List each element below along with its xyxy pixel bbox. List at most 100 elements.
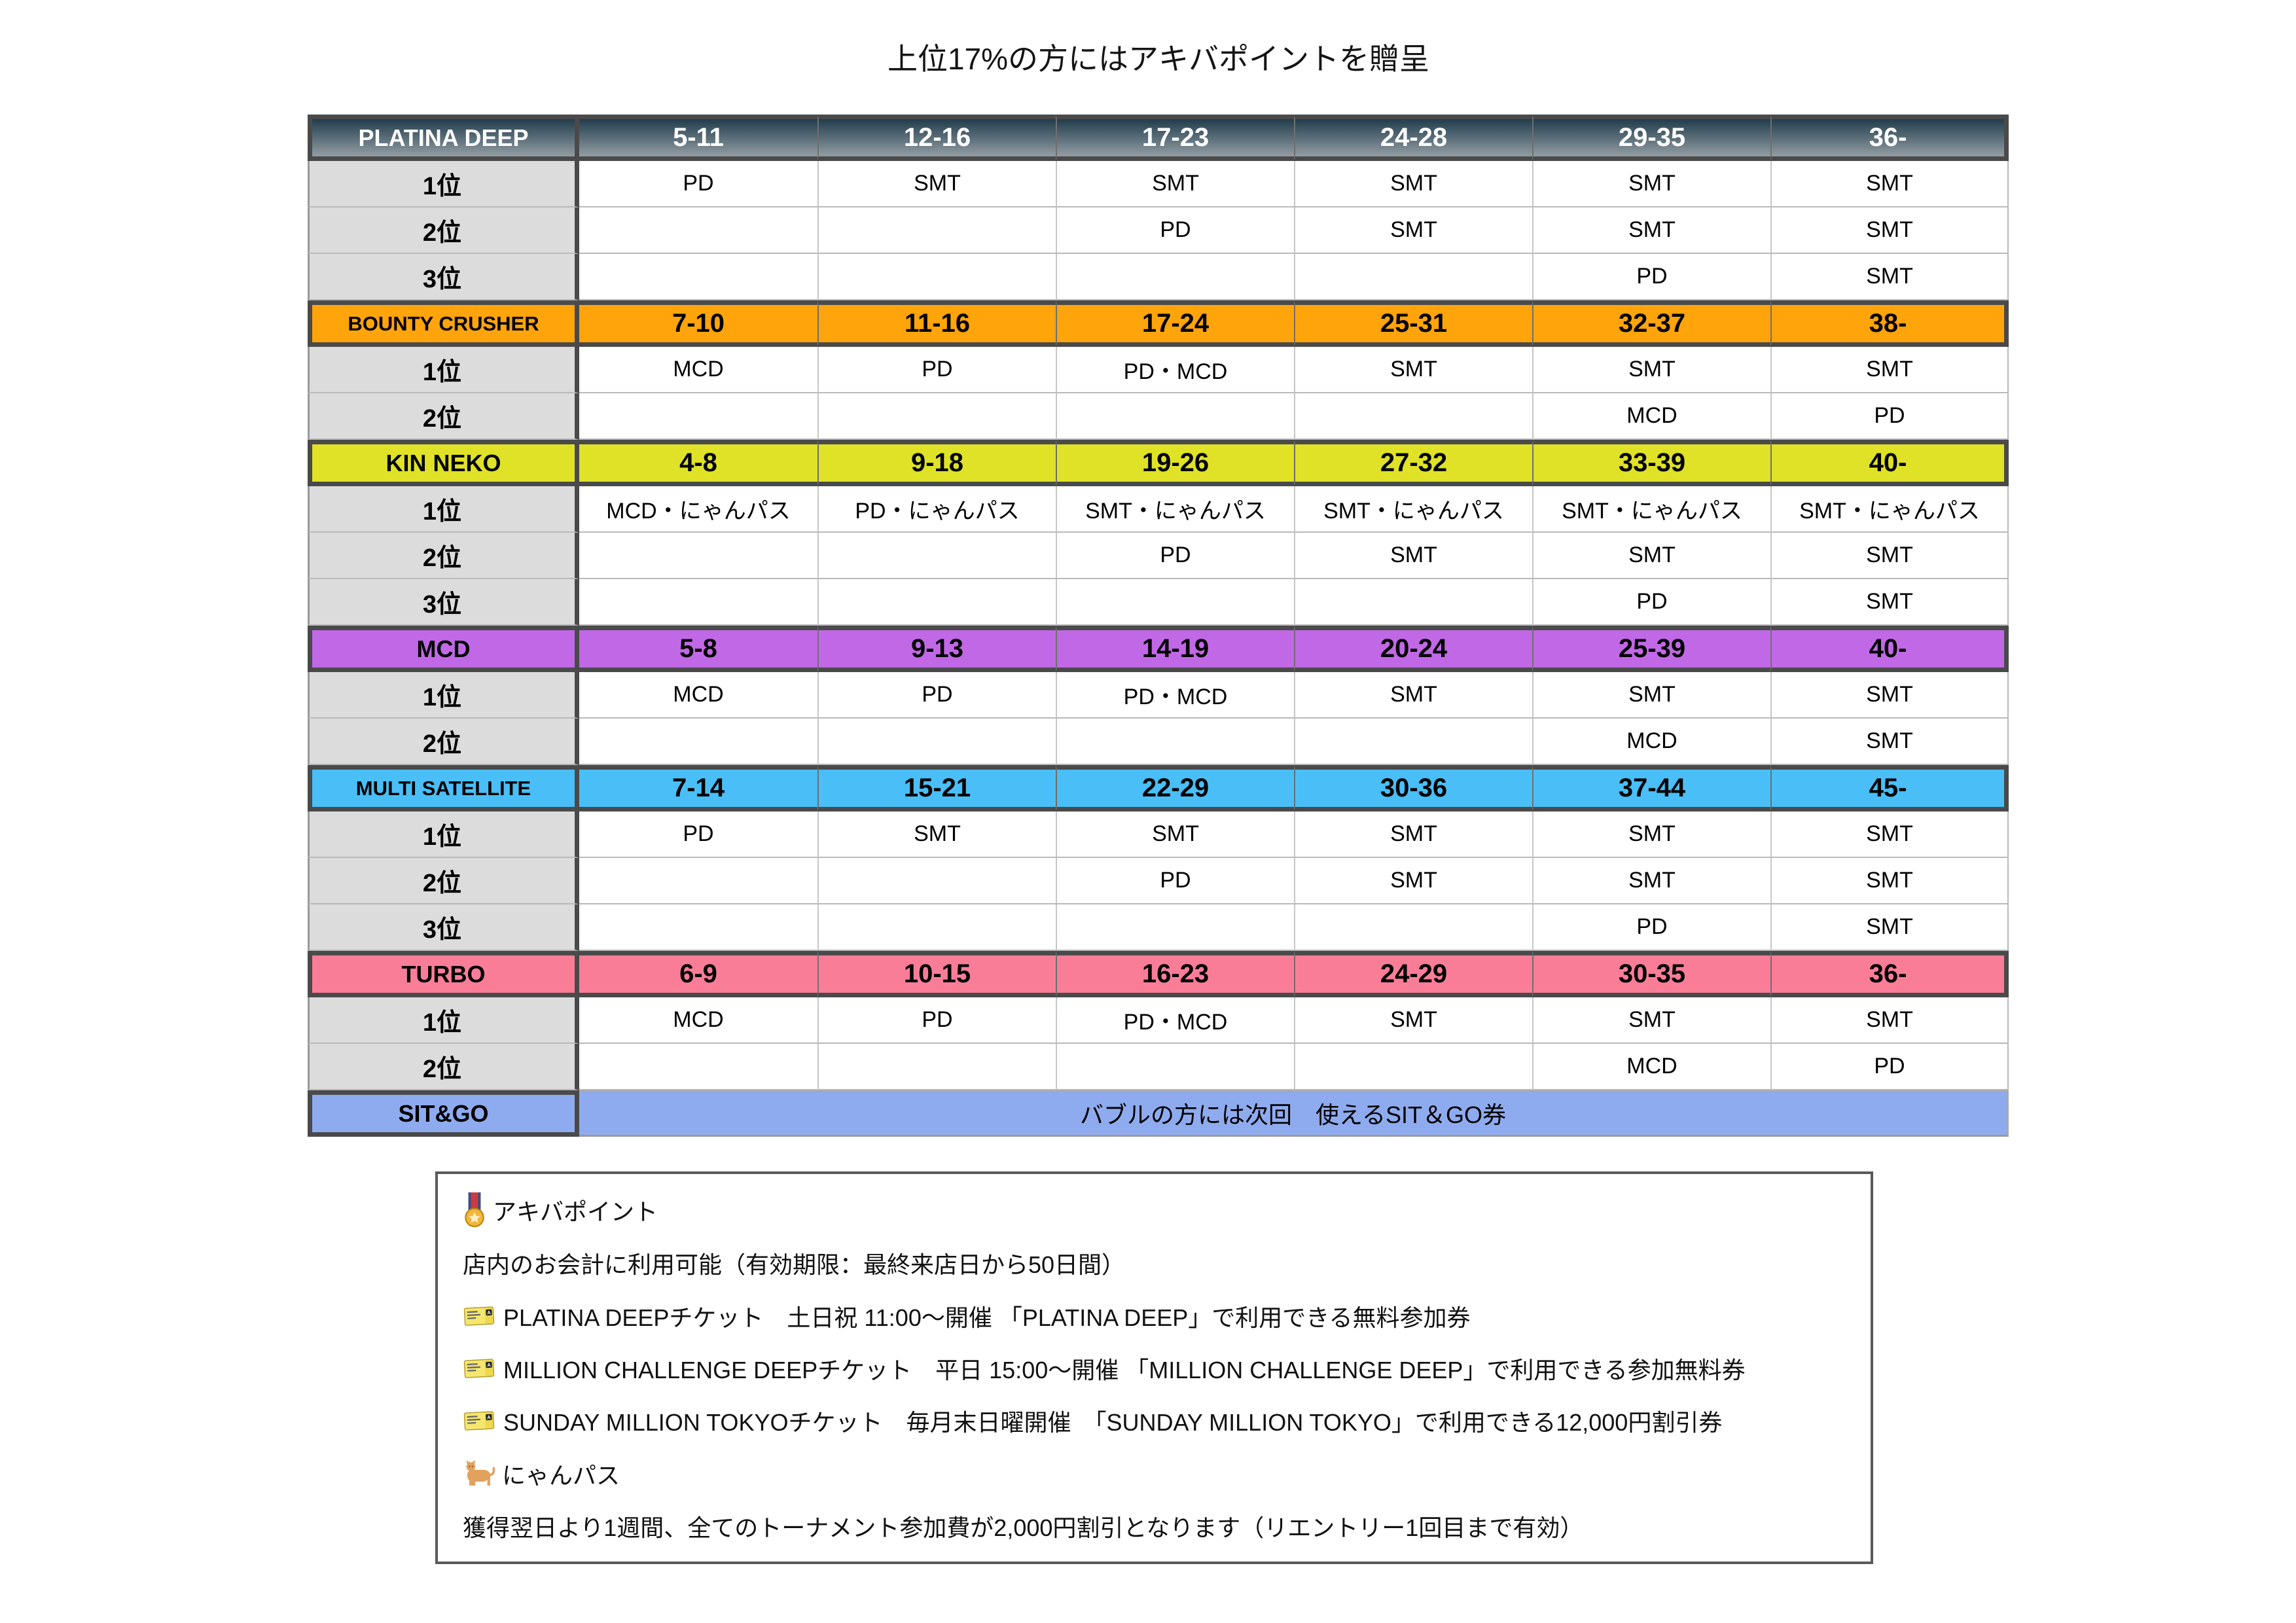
range-cell: 7-10 — [579, 300, 817, 347]
range-cell: 32-37 — [1532, 300, 1770, 347]
page-title: 上位17%の方にはアキバポイントを贈呈 — [887, 42, 1430, 76]
prize-cell: PD — [579, 812, 817, 858]
prize-cell: PD — [1056, 207, 1294, 254]
prize-cell: PD — [817, 347, 1056, 393]
prize-cell: SMT・にゃんパス — [1056, 486, 1294, 533]
prize-cell: SMT — [1770, 533, 2009, 579]
rank-label-cell: 1位 — [308, 347, 579, 393]
range-cell: 22-29 — [1056, 765, 1294, 812]
cat-icon — [463, 1459, 495, 1488]
prize-cell: SMT — [1770, 579, 2009, 626]
prize-cell: SMT・にゃんパス — [1532, 486, 1770, 533]
medal-icon — [463, 1192, 486, 1228]
prize-cell — [1056, 1044, 1294, 1090]
prize-cell — [817, 393, 1056, 440]
legend-text: 店内のお会計に利用可能（有効期限：最終来店日から50日間） — [463, 1251, 1126, 1279]
prize-cell: PD — [1770, 1044, 2009, 1090]
prize-cell — [1056, 904, 1294, 951]
range-cell: 4-8 — [579, 440, 817, 486]
legend-line-point-usage: 店内のお会計に利用可能（有効期限：最終来店日から50日間） — [463, 1246, 1846, 1280]
section-header-platina-deep: PLATINA DEEP — [308, 115, 579, 161]
prize-cell: SMT — [1770, 672, 2009, 719]
range-cell: 27-32 — [1294, 440, 1532, 486]
rank-label-cell: 1位 — [308, 997, 579, 1044]
prize-cell: PD — [1770, 393, 2009, 440]
section-header-bounty-crusher: BOUNTY CRUSHER — [308, 300, 579, 347]
legend-line-nyanpass-detail: 獲得翌日より1週間、全てのトーナメント参加費が2,000円割引となります（リエン… — [463, 1509, 1846, 1543]
legend-line-platina-ticket: A PLATINA DEEPチケット 土日祝 11:00〜開催 「PLATINA… — [463, 1299, 1846, 1333]
rank-label-cell: 3位 — [308, 254, 579, 300]
prize-cell: PD — [1532, 579, 1770, 626]
range-cell: 12-16 — [817, 115, 1056, 161]
legend-text: にゃんパス — [502, 1461, 620, 1489]
prize-cell: SMT・にゃんパス — [1294, 486, 1532, 533]
rank-label-cell: 2位 — [308, 858, 579, 904]
svg-text:A: A — [487, 1362, 491, 1368]
prize-cell — [1294, 719, 1532, 765]
prize-cell: SMT — [1056, 812, 1294, 858]
legend-box: アキバポイント 店内のお会計に利用可能（有効期限：最終来店日から50日間） A — [435, 1171, 1873, 1564]
prize-cell: SMT — [1770, 904, 2009, 951]
legend-text: 獲得翌日より1週間、全てのトーナメント参加費が2,000円割引となります（リエン… — [463, 1514, 1584, 1541]
section-header-turbo: TURBO — [308, 951, 579, 997]
range-cell: 5-11 — [579, 115, 817, 161]
range-cell: 17-24 — [1056, 300, 1294, 347]
section-header-kin-neko: KIN NEKO — [308, 440, 579, 486]
prize-cell: SMT — [1770, 207, 2009, 254]
prize-cell — [579, 904, 817, 951]
prize-cell: SMT — [1294, 533, 1532, 579]
range-cell: 7-14 — [579, 765, 817, 812]
rank-label-cell: 3位 — [308, 579, 579, 626]
prize-cell: SMT・にゃんパス — [1770, 486, 2009, 533]
prize-cell: SMT — [1770, 254, 2009, 300]
rank-label-cell: 1位 — [308, 672, 579, 719]
prize-cell: MCD — [1532, 719, 1770, 765]
legend-line-million-ticket: A MILLION CHALLENGE DEEPチケット 平日 15:00〜開催… — [463, 1351, 1846, 1385]
prize-cell: MCD — [579, 997, 817, 1044]
prize-cell — [817, 254, 1056, 300]
range-cell: 30-35 — [1532, 951, 1770, 997]
prize-cell: SMT — [1770, 347, 2009, 393]
prize-cell: PD — [817, 997, 1056, 1044]
rank-label-cell: 1位 — [308, 486, 579, 533]
prize-cell — [1056, 719, 1294, 765]
prize-cell — [579, 1044, 817, 1090]
legend-line-nyanpass: にゃんパス — [463, 1457, 1846, 1491]
range-cell: 19-26 — [1056, 440, 1294, 486]
prize-cell: SMT — [1532, 207, 1770, 254]
prize-cell: SMT — [817, 812, 1056, 858]
legend-line-sunday-ticket: A SUNDAY MILLION TOKYOチケット 毎月末日曜開催 「SUND… — [463, 1404, 1846, 1438]
ticket-icon: A — [463, 1408, 497, 1434]
prize-cell: SMT — [1294, 207, 1532, 254]
rank-label-cell: 2位 — [308, 207, 579, 254]
section-header-multi-satellite: MULTI SATELLITE — [308, 765, 579, 812]
prize-cell — [579, 393, 817, 440]
legend-text: SUNDAY MILLION TOKYOチケット 毎月末日曜開催 「SUNDAY… — [503, 1409, 1723, 1436]
rank-label-cell: 2位 — [308, 393, 579, 440]
prize-cell — [1294, 254, 1532, 300]
prize-cell: SMT — [1532, 812, 1770, 858]
prize-cell: SMT — [1532, 858, 1770, 904]
prize-cell: SMT — [817, 161, 1056, 207]
range-cell: 33-39 — [1532, 440, 1770, 486]
prize-cell: SMT — [1294, 347, 1532, 393]
prize-cell: MCD — [1532, 393, 1770, 440]
svg-text:A: A — [487, 1414, 491, 1420]
prize-cell: MCD — [1532, 1044, 1770, 1090]
prize-cell: SMT — [1294, 812, 1532, 858]
section-header-sit-go: SIT&GO — [308, 1090, 579, 1137]
rank-label-cell: 2位 — [308, 719, 579, 765]
range-cell: 25-39 — [1532, 626, 1770, 672]
rank-label-cell: 3位 — [308, 904, 579, 951]
prize-cell — [817, 1044, 1056, 1090]
prize-cell — [817, 858, 1056, 904]
range-cell: 38- — [1770, 300, 2009, 347]
ticket-icon: A — [463, 1303, 497, 1329]
prize-cell — [579, 207, 817, 254]
prize-cell: PD — [1056, 858, 1294, 904]
prize-cell — [817, 579, 1056, 626]
prize-table: PLATINA DEEP 5-11 12-16 17-23 24-28 29-35 36- 1… — [308, 115, 2009, 1137]
prize-cell: SMT — [1532, 161, 1770, 207]
prize-cell — [1294, 393, 1532, 440]
prize-cell — [1056, 579, 1294, 626]
